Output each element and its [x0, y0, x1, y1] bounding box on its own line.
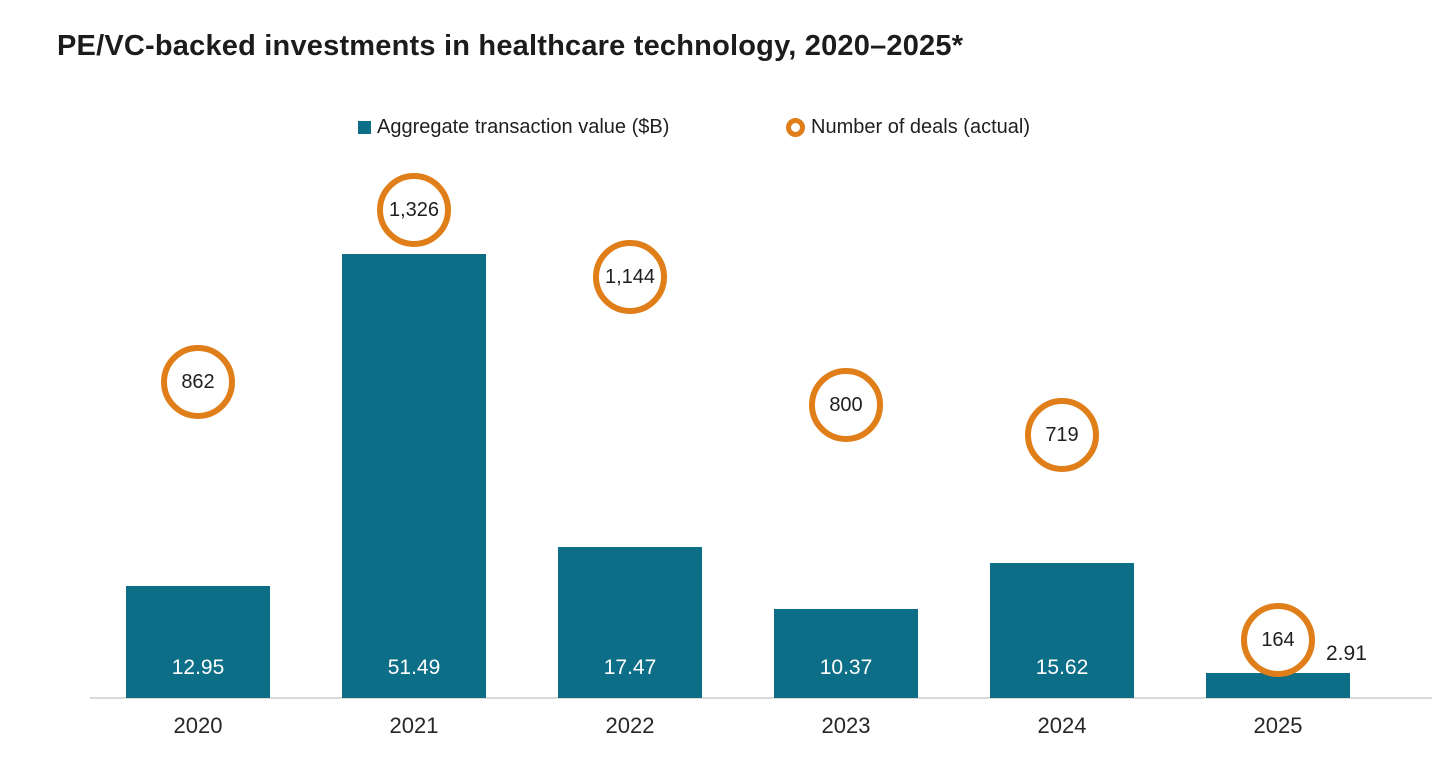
bar-value-label-2025: 2.91 — [1326, 642, 1367, 665]
bar-value-label-2020: 12.95 — [171, 656, 225, 679]
bar-2021 — [342, 254, 486, 698]
bar-2024 — [990, 563, 1134, 698]
x-axis-label-2025: 2025 — [1253, 713, 1303, 738]
x-axis-label-2020: 2020 — [173, 713, 223, 738]
legend-square-icon — [358, 121, 371, 134]
bar-value-label-2022: 17.47 — [603, 656, 657, 679]
x-axis-label-2022: 2022 — [605, 713, 655, 738]
bar-2025 — [1206, 673, 1350, 698]
deals-marker-2024: 719 — [1025, 398, 1099, 472]
legend-label-number-of-deals: Number of deals (actual) — [811, 116, 1030, 138]
x-axis-line — [90, 697, 1432, 699]
bar-2020 — [126, 586, 270, 698]
legend-label-transaction-value: Aggregate transaction value ($B) — [377, 116, 670, 138]
x-axis-label-2023: 2023 — [821, 713, 871, 738]
deals-marker-2020: 862 — [161, 345, 235, 419]
legend-ring-icon — [786, 118, 805, 137]
deals-marker-2021: 1,326 — [377, 173, 451, 247]
deals-marker-2025: 164 — [1241, 603, 1315, 677]
bar-2022 — [558, 547, 702, 698]
legend-item-transaction-value: Aggregate transaction value ($B) — [358, 116, 669, 139]
bar-value-label-2021: 51.49 — [387, 656, 441, 679]
x-axis-label-2021: 2021 — [389, 713, 439, 738]
chart-title: PE/VC-backed investments in healthcare t… — [57, 30, 964, 62]
bar-value-label-2023: 10.37 — [819, 656, 873, 679]
x-axis-label-2024: 2024 — [1037, 713, 1087, 738]
legend-item-number-of-deals: Number of deals (actual) — [786, 116, 1030, 139]
deals-marker-2022: 1,144 — [593, 240, 667, 314]
legend: Aggregate transaction value ($B) Number … — [0, 116, 1440, 144]
deals-marker-2023: 800 — [809, 368, 883, 442]
bar-2023 — [774, 609, 918, 698]
bar-value-label-2024: 15.62 — [1035, 656, 1089, 679]
